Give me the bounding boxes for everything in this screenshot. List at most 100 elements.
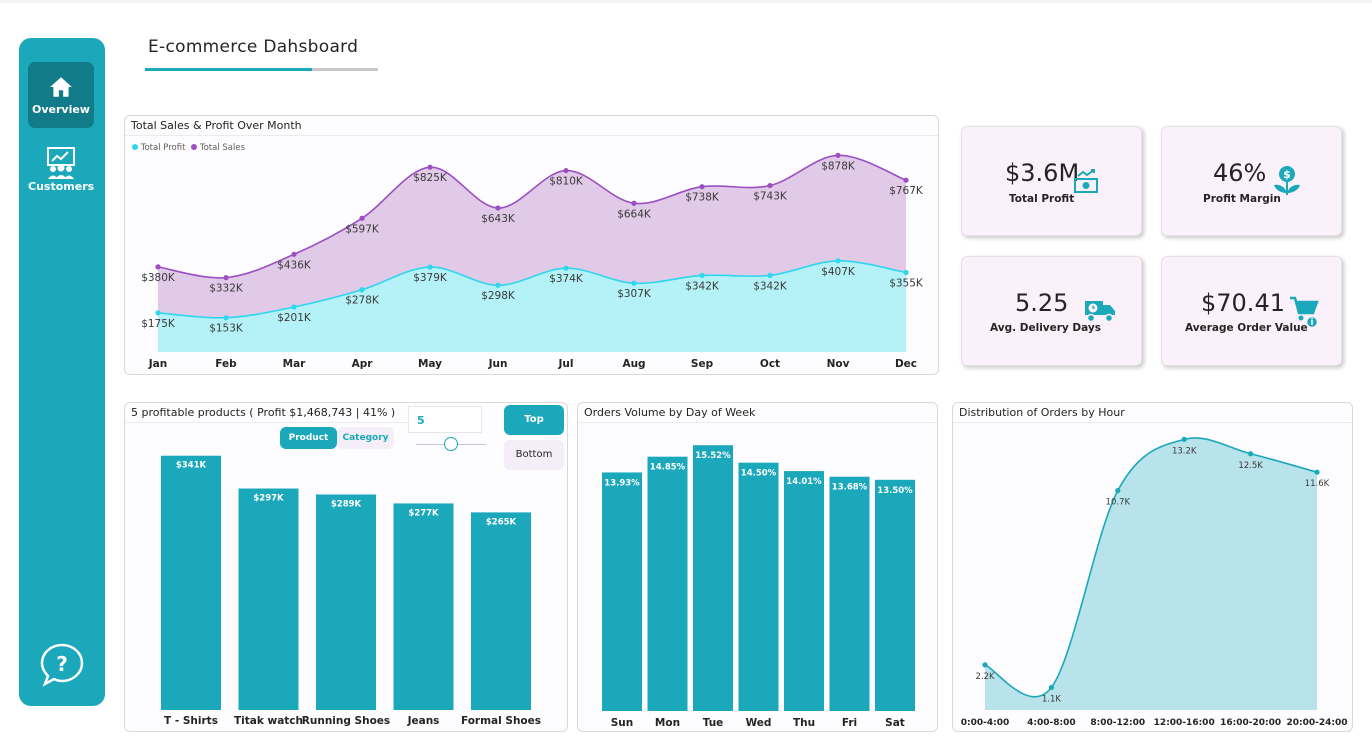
sales-data-label: $810K (549, 176, 584, 188)
hour-point (1314, 469, 1320, 475)
sales-point (767, 182, 773, 189)
day-bar (602, 472, 642, 711)
profit-data-label: $153K (209, 323, 244, 335)
hour-data-label: 12.5K (1238, 461, 1263, 471)
orders-day-panel: Orders Volume by Day of Week 13.93% Sun 14… (577, 402, 938, 732)
segment-product[interactable]: Product (280, 427, 337, 449)
sales-data-label: $664K (617, 208, 652, 220)
sales-data-label: $738K (685, 192, 720, 204)
x-tick-label: Thu (793, 717, 815, 729)
sales-point (359, 215, 365, 221)
x-tick-label: Oct (760, 358, 780, 370)
profit-point (495, 282, 501, 288)
sales-profit-panel: Total Sales & Profit Over Month Total Pr… (124, 115, 939, 375)
hour-data-label: 13.2K (1172, 446, 1197, 456)
hour-data-label: 10.7K (1106, 498, 1131, 508)
profit-point (699, 272, 705, 278)
hour-area (985, 437, 1317, 710)
kpi-avg-order-value: $70.41 Average Order Value (1161, 256, 1342, 366)
profit-line (157, 260, 907, 319)
x-tick-label: Mon (655, 717, 680, 729)
x-tick-label: Dec (895, 358, 917, 370)
day-bar-label: 13.93% (604, 478, 640, 488)
profit-data-label: $298K (481, 290, 516, 302)
x-tick-label: 12:00-16:00 (1154, 718, 1215, 728)
product-bar (238, 488, 299, 710)
kpi-avg-order-value-value: $70.41 (1201, 289, 1285, 317)
day-bar (647, 456, 688, 711)
sales-profit-chart: $380K $332K $436K $597K $825K $643K $810K $664K… (141, 152, 924, 370)
sidebar-nav: Overview Customers ? (19, 38, 105, 706)
hour-data-label: 11.6K (1305, 479, 1330, 489)
top-n-input[interactable]: 5 (408, 406, 482, 433)
sales-data-label: $878K (821, 160, 856, 172)
product-bar (161, 455, 221, 710)
x-tick-label: May (418, 358, 442, 370)
day-bar-label: 13.50% (877, 486, 913, 496)
sales-data-label: $743K (753, 191, 788, 203)
money-icon (1074, 169, 1098, 193)
svg-text:?: ? (56, 652, 68, 676)
day-bar (829, 476, 870, 711)
x-tick-label: Nov (827, 358, 850, 370)
legend-profit: Total Profit (140, 143, 186, 153)
segment-category[interactable]: Category (337, 427, 394, 449)
profit-data-label: $307K (617, 288, 652, 300)
day-bar (738, 462, 779, 711)
kpi-profit-margin-value: 46% (1213, 159, 1267, 187)
orders-hour-chart: 2.2K 1.1K 10.7K 13.2K 12.5K 11.6K 0:00-4:00 4:0… (961, 436, 1348, 728)
profit-area (158, 260, 906, 352)
top-n-slider[interactable] (416, 437, 486, 451)
product-bar-label: $265K (486, 517, 517, 527)
product-bar-label: $277K (408, 508, 439, 518)
sales-point (495, 205, 501, 211)
top-strip (0, 0, 1372, 3)
orders-day-title: Orders Volume by Day of Week (584, 406, 756, 419)
title-underline-active (145, 68, 312, 71)
x-tick-label: 20:00-24:00 (1286, 718, 1347, 728)
x-tick-label: Tue (703, 717, 724, 729)
kpi-profit-margin: 46% Profit Margin $ (1161, 126, 1342, 236)
x-tick-label: Titak watch (234, 715, 303, 727)
profit-data-label: $407K (821, 266, 856, 278)
profit-point (903, 269, 909, 276)
hour-point (1181, 436, 1187, 442)
hour-point (1248, 451, 1254, 457)
product-bar (393, 503, 454, 710)
day-bar-label: 14.85% (650, 463, 686, 473)
day-bar-label: 13.68% (832, 483, 868, 493)
legend-sales: Total Sales (199, 143, 246, 153)
sales-point (631, 200, 637, 206)
sales-data-label: $767K (889, 185, 924, 197)
profit-data-label: $342K (685, 280, 720, 292)
hour-point (1115, 488, 1121, 494)
kpi-avg-delivery-label: Avg. Delivery Days (990, 322, 1102, 334)
kpi-total-profit-value: $3.6M (1005, 159, 1080, 187)
nav-customers[interactable]: Customers (28, 140, 94, 206)
products-chart: $341K T - Shirts $297K Titak watch $289K Runn… (161, 455, 541, 727)
x-tick-label: Jun (488, 358, 508, 370)
nav-overview[interactable]: Overview (28, 62, 94, 128)
x-tick-label: Mar (283, 358, 307, 370)
slider-handle[interactable] (444, 437, 458, 451)
profit-data-label: $175K (141, 318, 176, 330)
page-title: E-commerce Dahsboard (148, 37, 359, 57)
top-button[interactable]: Top (504, 405, 564, 435)
sales-point (291, 251, 297, 257)
profit-point (767, 272, 773, 278)
bottom-button[interactable]: Bottom (504, 440, 564, 470)
sales-point (155, 264, 161, 270)
profit-data-label: $342K (753, 280, 788, 292)
x-tick-label: Jeans (407, 715, 440, 727)
profit-data-label: $278K (345, 295, 380, 307)
profit-data-label: $201K (277, 312, 312, 324)
x-tick-label: Sun (611, 717, 634, 729)
sales-data-label: $436K (277, 259, 312, 271)
day-bar (693, 445, 733, 711)
x-tick-label: 4:00-8:00 (1027, 718, 1076, 728)
panel-divider (125, 422, 408, 423)
sales-data-label: $332K (209, 283, 244, 295)
day-bar-label: 15.52% (695, 451, 731, 461)
delivery-truck-icon (1085, 301, 1115, 323)
help-bubble-icon[interactable]: ? (39, 642, 85, 688)
